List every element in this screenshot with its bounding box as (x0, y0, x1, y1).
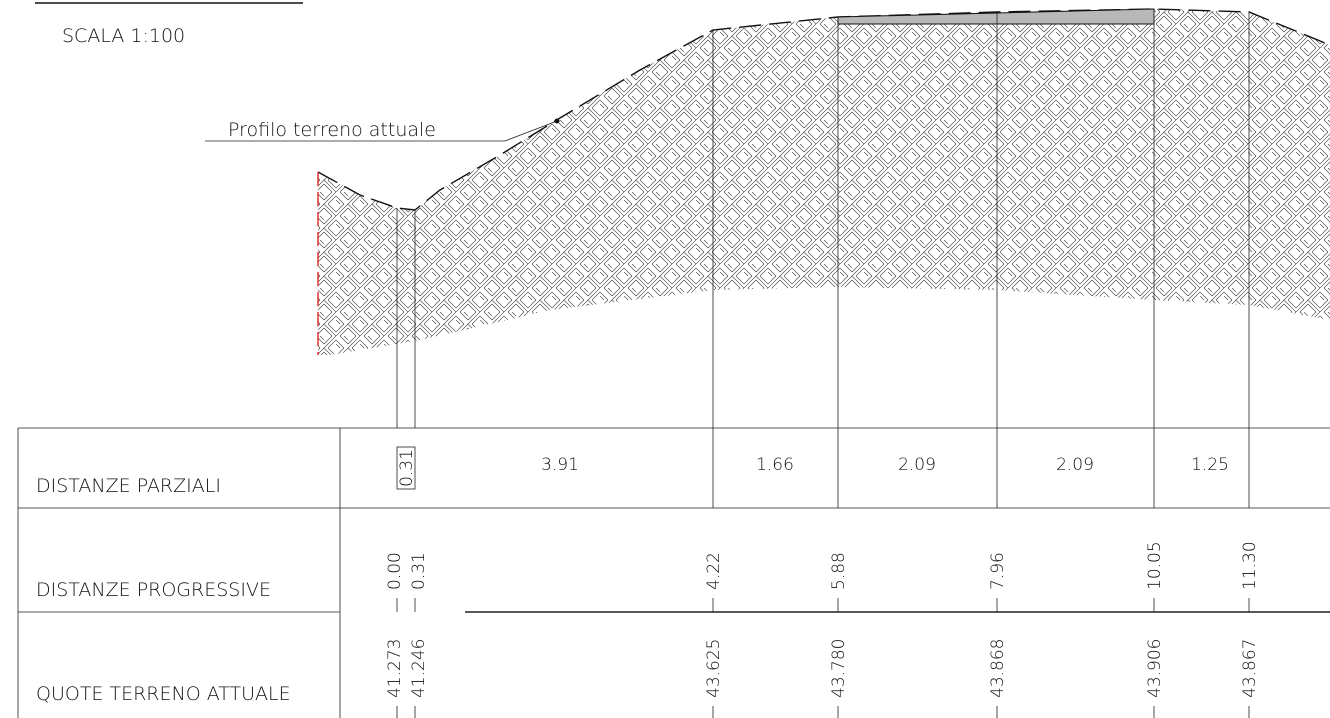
terrain-elevation: 43.625 (704, 639, 724, 698)
partial-distance: 1.66 (756, 455, 794, 475)
table-grid (17, 427, 1330, 718)
callout-leader (504, 120, 558, 142)
ground-hatch (318, 9, 1330, 355)
callout-dot (554, 118, 560, 124)
terrain-elevation: 43.906 (1145, 639, 1165, 698)
progressive-distance: 0.00 (385, 552, 405, 590)
row-label: DISTANZE PARZIALI (36, 475, 221, 497)
partial-distance: 2.09 (898, 455, 936, 475)
callout-label: Profilo terreno attuale (228, 119, 436, 141)
scale-label: SCALA 1:100 (62, 25, 185, 47)
partial-distance: 0.31 (397, 449, 417, 487)
partial-distance: 3.91 (541, 455, 579, 475)
ground-profile (317, 8, 1330, 211)
partial-distance: 1.25 (1191, 455, 1229, 475)
table-values: 0.00 41.273 0.31 41.246 4.22 43.625 5.88 43.780… (385, 9, 1260, 718)
terrain-elevation: 43.868 (988, 639, 1008, 698)
row-label: DISTANZE PROGRESSIVE (36, 579, 271, 601)
terrain-elevation: 43.867 (1240, 639, 1260, 698)
progressive-distance: 0.31 (409, 552, 429, 590)
grey-strip (837, 8, 1155, 25)
progressive-distance: 4.22 (704, 552, 724, 590)
progressive-distance: 5.88 (829, 552, 849, 590)
progressive-distance: 11.30 (1240, 541, 1260, 590)
progressive-distance: 10.05 (1145, 541, 1165, 590)
terrain-elevation: 41.246 (409, 639, 429, 698)
partial-distance: 2.09 (1056, 455, 1094, 475)
row-label: QUOTE TERRENO ATTUALE (36, 683, 291, 705)
progressive-distance: 7.96 (988, 552, 1008, 590)
terrain-elevation: 43.780 (829, 639, 849, 698)
terrain-elevation: 41.273 (385, 639, 405, 698)
